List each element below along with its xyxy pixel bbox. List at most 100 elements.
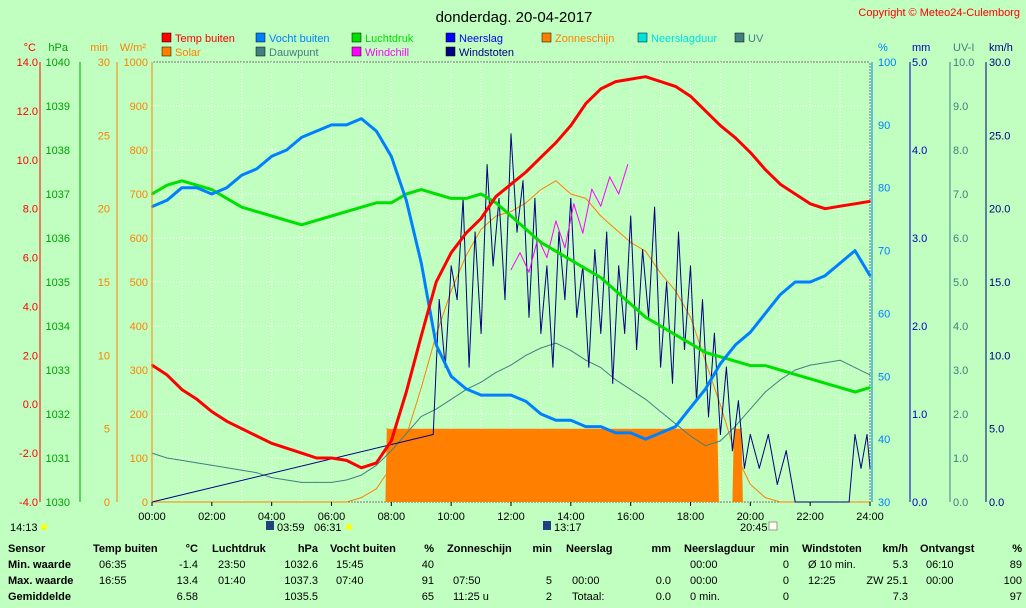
group-unit: %: [424, 543, 434, 555]
axis-tick-left: 25: [98, 130, 110, 142]
data-point: [435, 334, 437, 336]
data-point: [225, 186, 228, 189]
data-point: [764, 168, 767, 171]
data-point: [375, 488, 377, 490]
data-point: [659, 325, 662, 327]
group-title: Luchtdruk: [212, 543, 266, 555]
data-point: [704, 109, 707, 112]
data-point: [286, 479, 288, 481]
data-point: [525, 354, 527, 356]
axis-tick-right: 50: [878, 371, 890, 383]
data-point: [569, 259, 572, 261]
data-point: [211, 464, 213, 466]
data-point: [510, 183, 512, 186]
data-point: [510, 269, 512, 271]
axis-tick-right: 0.0: [989, 497, 1004, 509]
data-point: [524, 228, 527, 231]
data-point: [255, 167, 258, 170]
data-point: [226, 467, 228, 469]
data-point: [539, 156, 542, 159]
data-point: [165, 184, 168, 187]
data-point: [614, 431, 617, 434]
data-point: [495, 201, 498, 204]
legend-label: Temp buiten: [175, 33, 235, 45]
series-zonneschijn: [384, 428, 744, 503]
axis-tick-left: 100: [130, 453, 148, 465]
sunshine-area: [385, 428, 743, 502]
data-point: [495, 195, 498, 198]
legend-swatch: [161, 46, 172, 57]
data-point: [468, 366, 470, 368]
group-time: 00:00: [926, 575, 954, 587]
data-point: [240, 427, 243, 430]
data-point: [794, 369, 796, 371]
axis-tick-right: 3.0: [953, 365, 968, 377]
data-point: [779, 293, 782, 296]
data-point: [645, 398, 647, 400]
data-point: [764, 497, 766, 499]
group-time: 11:25 u: [453, 591, 489, 603]
group-value: ZW 25.1: [866, 575, 908, 587]
axis-unit-left: min: [90, 42, 108, 54]
data-point: [510, 133, 512, 135]
x-tick-label: 12:00: [497, 511, 525, 523]
legend-swatch: [255, 32, 266, 43]
data-point: [480, 332, 482, 334]
data-point: [456, 299, 458, 301]
legend-swatch: [255, 46, 266, 57]
data-point: [854, 434, 856, 436]
data-point: [166, 457, 168, 459]
data-point: [285, 219, 288, 222]
data-point: [432, 434, 434, 436]
group-time: 12:25: [808, 575, 836, 587]
data-point: [255, 435, 258, 437]
data-point: [644, 438, 647, 441]
axis-tick-left: 15: [98, 277, 110, 289]
group-title: Windstoten: [802, 543, 862, 555]
data-point: [869, 274, 871, 277]
data-point: [660, 411, 662, 413]
data-point: [824, 382, 827, 385]
legend-label: Neerslagduur: [651, 33, 717, 45]
data-point: [420, 387, 422, 389]
data-point: [866, 434, 868, 436]
data-point: [704, 445, 706, 447]
data-point: [869, 200, 871, 203]
data-point: [678, 231, 680, 233]
data-point: [659, 431, 662, 434]
data-point: [256, 472, 258, 474]
legend-swatch: [351, 46, 362, 57]
data-point: [600, 205, 602, 207]
data-point: [758, 467, 760, 469]
data-point: [525, 202, 527, 204]
group-time: 15:45: [336, 559, 364, 571]
axis-unit-left: hPa: [48, 42, 68, 54]
data-point: [540, 332, 542, 334]
data-point: [690, 435, 691, 437]
data-point: [642, 249, 644, 251]
axis-tick-left: 0.0: [23, 399, 38, 411]
legend-swatch: [445, 46, 456, 57]
data-point: [225, 420, 228, 423]
group-value: -1.4: [179, 559, 198, 571]
copyright: Copyright © Meteo24-Culemborg: [858, 7, 1020, 19]
axis-tick-left: 6.0: [23, 253, 38, 265]
data-point: [570, 349, 572, 351]
data-point: [809, 377, 812, 380]
data-point: [854, 391, 857, 393]
data-point: [719, 434, 721, 436]
data-point: [390, 155, 393, 158]
sunrise-label: 03:59: [277, 522, 305, 534]
data-point: [630, 215, 632, 217]
data-point: [510, 211, 512, 213]
data-point: [824, 274, 827, 277]
data-point: [734, 136, 737, 139]
data-point: [375, 201, 378, 204]
data-point: [627, 164, 629, 166]
data-point: [749, 408, 751, 410]
data-point: [573, 203, 575, 205]
axis-tick-left: 900: [130, 101, 148, 113]
axis-tick-right: 30.0: [989, 57, 1010, 69]
group-value: 0: [782, 591, 789, 603]
data-point: [660, 366, 662, 368]
